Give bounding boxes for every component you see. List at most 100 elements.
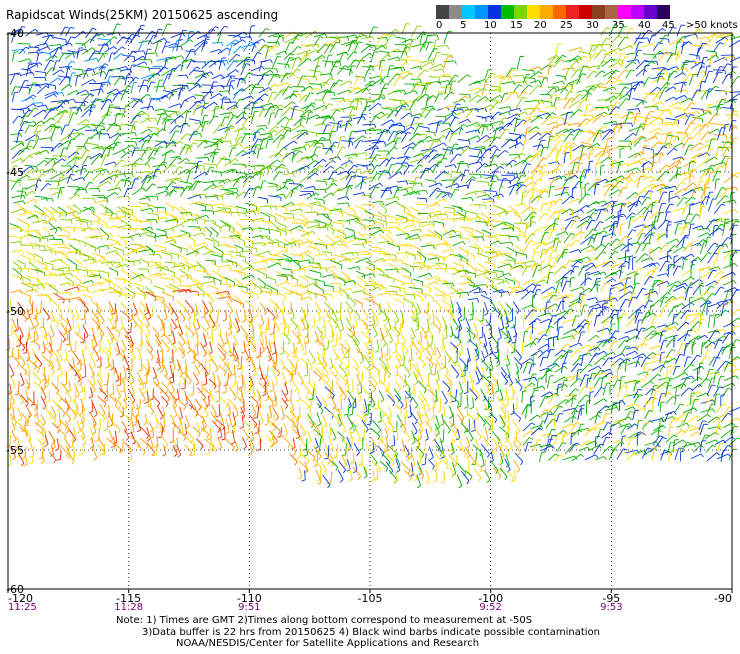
wind-barb-flag [257,53,261,54]
wind-barb [354,136,363,143]
wind-barb-flag [32,97,35,100]
wind-barb [28,52,37,53]
wind-barb [589,107,601,111]
wind-barb-flag [32,72,34,75]
wind-barb [493,223,504,228]
wind-barb-flag [419,212,420,216]
wind-barb [675,68,686,70]
wind-barb-flag [125,242,127,246]
wind-barb-flag [686,60,690,61]
wind-barb [524,212,533,221]
wind-barb-flag [347,213,348,217]
wind-barb-flag [643,163,647,164]
wind-barb [641,123,651,127]
wind-barb-flag [457,184,459,187]
wind-barb-flag [88,156,92,157]
wind-barb-flag [232,86,234,90]
wind-barb-flag [499,214,500,218]
wind-barb-flag [541,140,545,141]
wind-barb-flag [279,153,282,156]
wind-barb [314,198,324,200]
wind-barb [290,209,301,211]
wind-barb-flag [390,231,391,235]
wind-barb-flag [317,115,320,118]
wind-barb [77,253,88,256]
wind-barb [155,207,166,208]
wind-barb [709,86,716,93]
wind-barb-flag [429,213,430,217]
wind-barb [609,26,614,37]
wind-barb-flag [552,113,555,115]
wind-barb [17,191,26,192]
wind-barb-flag [425,70,429,72]
wind-barb-flag [371,196,372,200]
wind-barb-flag [27,175,30,178]
wind-barb-flag [602,50,606,52]
wind-barb [300,251,309,255]
wind-barb [125,250,137,255]
wind-barb-flag [669,39,670,43]
wind-barb [481,213,489,219]
wind-barb-flag [287,83,289,86]
wind-barb-flag [232,112,234,116]
wind-barb [411,66,420,68]
wind-barb [609,62,619,67]
wind-barb-flag [677,123,679,127]
wind-barb [307,131,317,132]
wind-barb-flag [534,71,535,75]
wind-barb [444,61,455,62]
wind-barb [349,101,361,102]
wind-barb-flag [125,91,129,92]
wind-barb [546,239,557,245]
wind-barb-flag [614,201,618,202]
wind-barb-flag [382,201,384,205]
wind-barb-flag [613,160,617,161]
wind-barb-flag [258,139,262,140]
wind-barb [162,42,166,54]
wind-barb [572,145,582,151]
wind-barb-flag [485,192,486,196]
wind-barb-flag [415,256,416,260]
wind-barb-flag [630,177,633,180]
wind-barb [723,210,735,214]
wind-barb [453,218,463,220]
wind-barb [444,57,448,69]
wind-barb-flag [300,94,301,98]
wind-barb-flag [286,207,287,211]
wind-barb [667,148,674,155]
wind-barb-flag [257,249,258,253]
wind-barb-flag [62,93,64,97]
wind-barb [637,233,642,243]
wind-barb [170,125,178,133]
wind-barb [468,136,478,141]
wind-barb [620,204,622,215]
wind-barb-flag [211,93,212,97]
wind-barb-flag [555,57,559,59]
wind-barb [91,156,99,165]
wind-barb [17,204,27,211]
wind-barb-flag [222,107,224,110]
wind-barb [507,247,517,253]
wind-barb-flag [607,28,611,29]
wind-barb [618,236,626,245]
wind-barb-flag [245,80,246,84]
wind-barb [57,252,67,255]
wind-barb [425,180,436,182]
wind-barb [261,212,271,217]
wind-barb [699,182,700,191]
wind-barb-flag [240,36,241,40]
wind-barb-flag [660,51,664,53]
wind-barb [441,180,453,181]
wind-barb-flag [504,118,508,119]
wind-barb-flag [312,105,315,108]
wind-barb [195,246,205,250]
wind-barb [595,151,604,158]
wind-barb-flag [217,234,219,238]
wind-barb-flag [216,165,217,169]
wind-barb-flag [539,81,541,84]
wind-barb-flag [352,142,353,146]
wind-barb-flag [203,228,204,232]
wind-barb [18,59,29,62]
wind-barb-flag [691,242,695,243]
wind-barb [674,108,684,110]
